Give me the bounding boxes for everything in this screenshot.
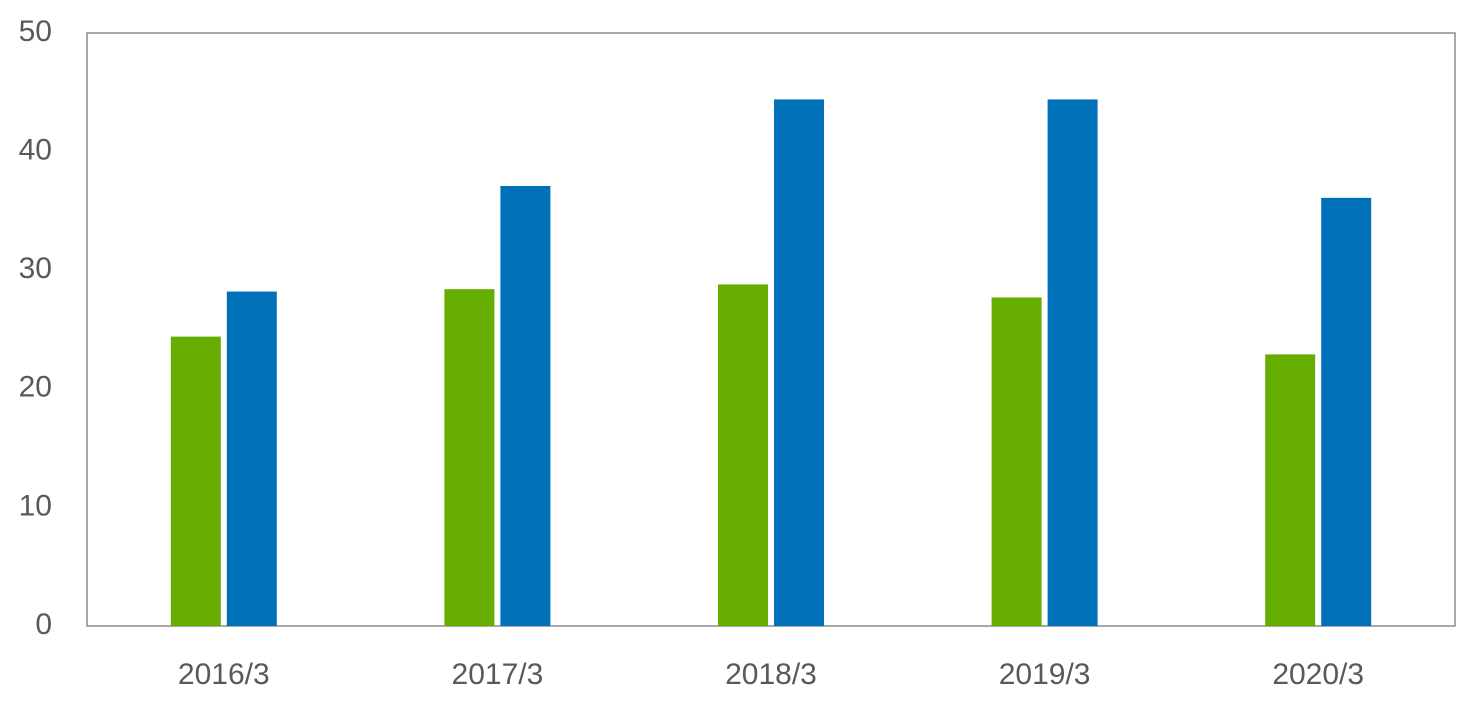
bar — [500, 185, 551, 626]
y-tick-label: 20 — [19, 371, 52, 404]
x-tick-label: 2017/3 — [452, 658, 544, 691]
bar — [774, 99, 824, 626]
x-tick-label: 2019/3 — [999, 658, 1091, 691]
y-tick-label: 0 — [35, 608, 52, 641]
y-tick-label: 30 — [19, 252, 52, 285]
y-tick-label: 50 — [19, 15, 52, 48]
bar — [170, 336, 221, 626]
bar — [226, 291, 277, 626]
bar — [991, 297, 1042, 626]
bar — [1321, 197, 1372, 626]
x-tick-label: 2018/3 — [725, 658, 817, 691]
y-tick-label: 40 — [19, 134, 52, 167]
y-tick-label: 10 — [19, 489, 52, 522]
x-tick-label: 2016/3 — [178, 658, 270, 691]
bar — [718, 284, 768, 626]
plot-frame — [86, 32, 1456, 627]
bar — [444, 289, 495, 626]
bar — [1047, 99, 1098, 626]
bar — [1265, 354, 1316, 626]
x-tick-label: 2020/3 — [1272, 658, 1364, 691]
